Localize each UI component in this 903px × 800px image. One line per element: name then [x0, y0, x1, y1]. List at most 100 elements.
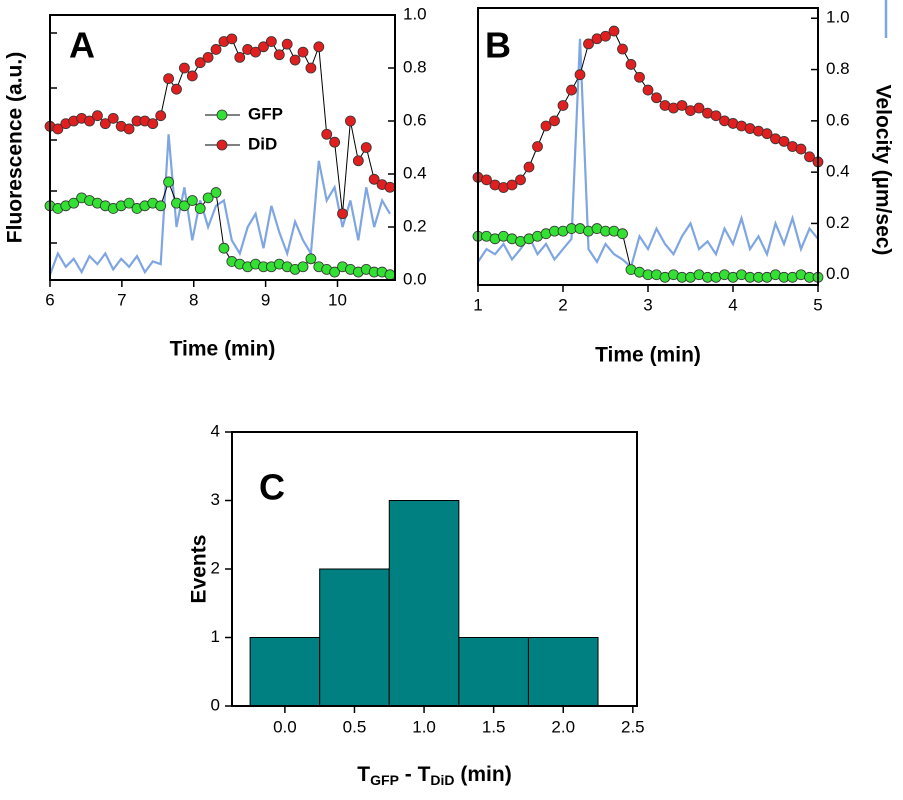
marker [171, 83, 182, 95]
y-tick-label: 0 [211, 695, 220, 714]
y-tick-label: 2 [211, 558, 220, 577]
marker [481, 174, 492, 186]
marker [218, 242, 230, 254]
marker [186, 70, 198, 82]
marker [194, 57, 206, 69]
marker [523, 161, 535, 173]
marker [92, 110, 103, 122]
marker [68, 197, 80, 209]
x-label-part: (min) [455, 763, 512, 786]
marker [155, 110, 167, 122]
marker [321, 128, 333, 140]
y2-tick-label: 0.4 [826, 162, 850, 181]
marker [368, 173, 380, 185]
marker [329, 136, 341, 148]
y2-tick-label: 0.2 [826, 213, 850, 232]
plot-frame [477, 7, 819, 286]
marker [281, 38, 293, 50]
marker [202, 192, 214, 204]
marker [329, 266, 341, 278]
marker [761, 128, 773, 140]
marker [163, 73, 174, 84]
marker [608, 25, 620, 37]
marker [226, 33, 238, 45]
y2-tick-label: 0.4 [403, 163, 427, 182]
marker [540, 120, 552, 132]
marker [557, 100, 569, 111]
x-tick-label: 9 [261, 290, 270, 309]
marker [297, 261, 309, 273]
panel-label: C [259, 467, 285, 508]
plot-frame [231, 431, 638, 707]
x-label-subscript: DiD [430, 772, 454, 788]
marker [194, 203, 206, 214]
y2-tick-label: 1.0 [403, 4, 427, 23]
marker [617, 228, 628, 240]
marker [574, 69, 586, 81]
x-tick-label: 2 [558, 295, 567, 314]
marker [337, 208, 348, 220]
marker [163, 176, 174, 188]
x-axis-label: TGFP - TDiD (min) [357, 763, 511, 788]
legend-marker [216, 139, 228, 151]
x-tick-label: 10 [328, 290, 347, 309]
marker [210, 187, 222, 198]
x-axis-label: Time (min) [170, 338, 276, 361]
marker [384, 181, 396, 193]
marker [234, 52, 246, 63]
y-tick-label: 1 [211, 627, 220, 646]
x-tick-label: 4 [728, 295, 737, 314]
marker [305, 253, 317, 265]
marker [250, 46, 261, 58]
marker [297, 46, 309, 58]
marker [258, 41, 269, 53]
marker [642, 84, 654, 96]
marker [52, 123, 64, 135]
marker [778, 135, 790, 147]
x-tick-label: 7 [117, 290, 126, 309]
marker [210, 44, 222, 55]
marker [179, 200, 190, 212]
y2-tick-label: 0.8 [403, 57, 427, 76]
y2-tick-label: 0.2 [403, 216, 427, 235]
bar [319, 568, 390, 707]
marker [107, 112, 119, 124]
marker [651, 92, 662, 104]
velocity-line [50, 134, 391, 276]
marker [345, 115, 356, 127]
x-tick-label: 1.0 [412, 717, 436, 736]
x-tick-label: 1.5 [482, 717, 506, 736]
marker [147, 118, 159, 130]
legend-label: DiD [248, 134, 277, 153]
marker [506, 179, 518, 191]
x-tick-label: 3 [643, 295, 652, 314]
y2-tick-label: 1.0 [826, 8, 850, 27]
y-tick-label: 3 [211, 490, 220, 509]
marker [155, 200, 167, 212]
x-tick-label: 2.0 [551, 717, 575, 736]
marker [99, 118, 111, 130]
panel-label: A [69, 25, 95, 66]
bar [458, 637, 529, 707]
x-tick-label: 2.5 [621, 717, 645, 736]
marker [123, 123, 135, 135]
y-axis-label: Events [188, 535, 211, 604]
marker [617, 43, 628, 55]
marker [273, 49, 285, 61]
marker [600, 30, 611, 42]
x-label-part: T [357, 763, 370, 786]
x-label-subscript: GFP [370, 772, 399, 788]
y2-tick-label: 0.0 [826, 264, 850, 283]
marker [313, 41, 325, 53]
marker [566, 84, 577, 96]
marker [265, 36, 277, 47]
plot-area [50, 38, 391, 276]
marker [804, 151, 815, 163]
y2-tick-label: 0.0 [403, 269, 427, 288]
marker [186, 195, 198, 206]
marker [384, 269, 396, 281]
marker [549, 115, 560, 127]
legend-marker [216, 109, 228, 121]
marker [795, 143, 807, 155]
marker [84, 115, 95, 127]
